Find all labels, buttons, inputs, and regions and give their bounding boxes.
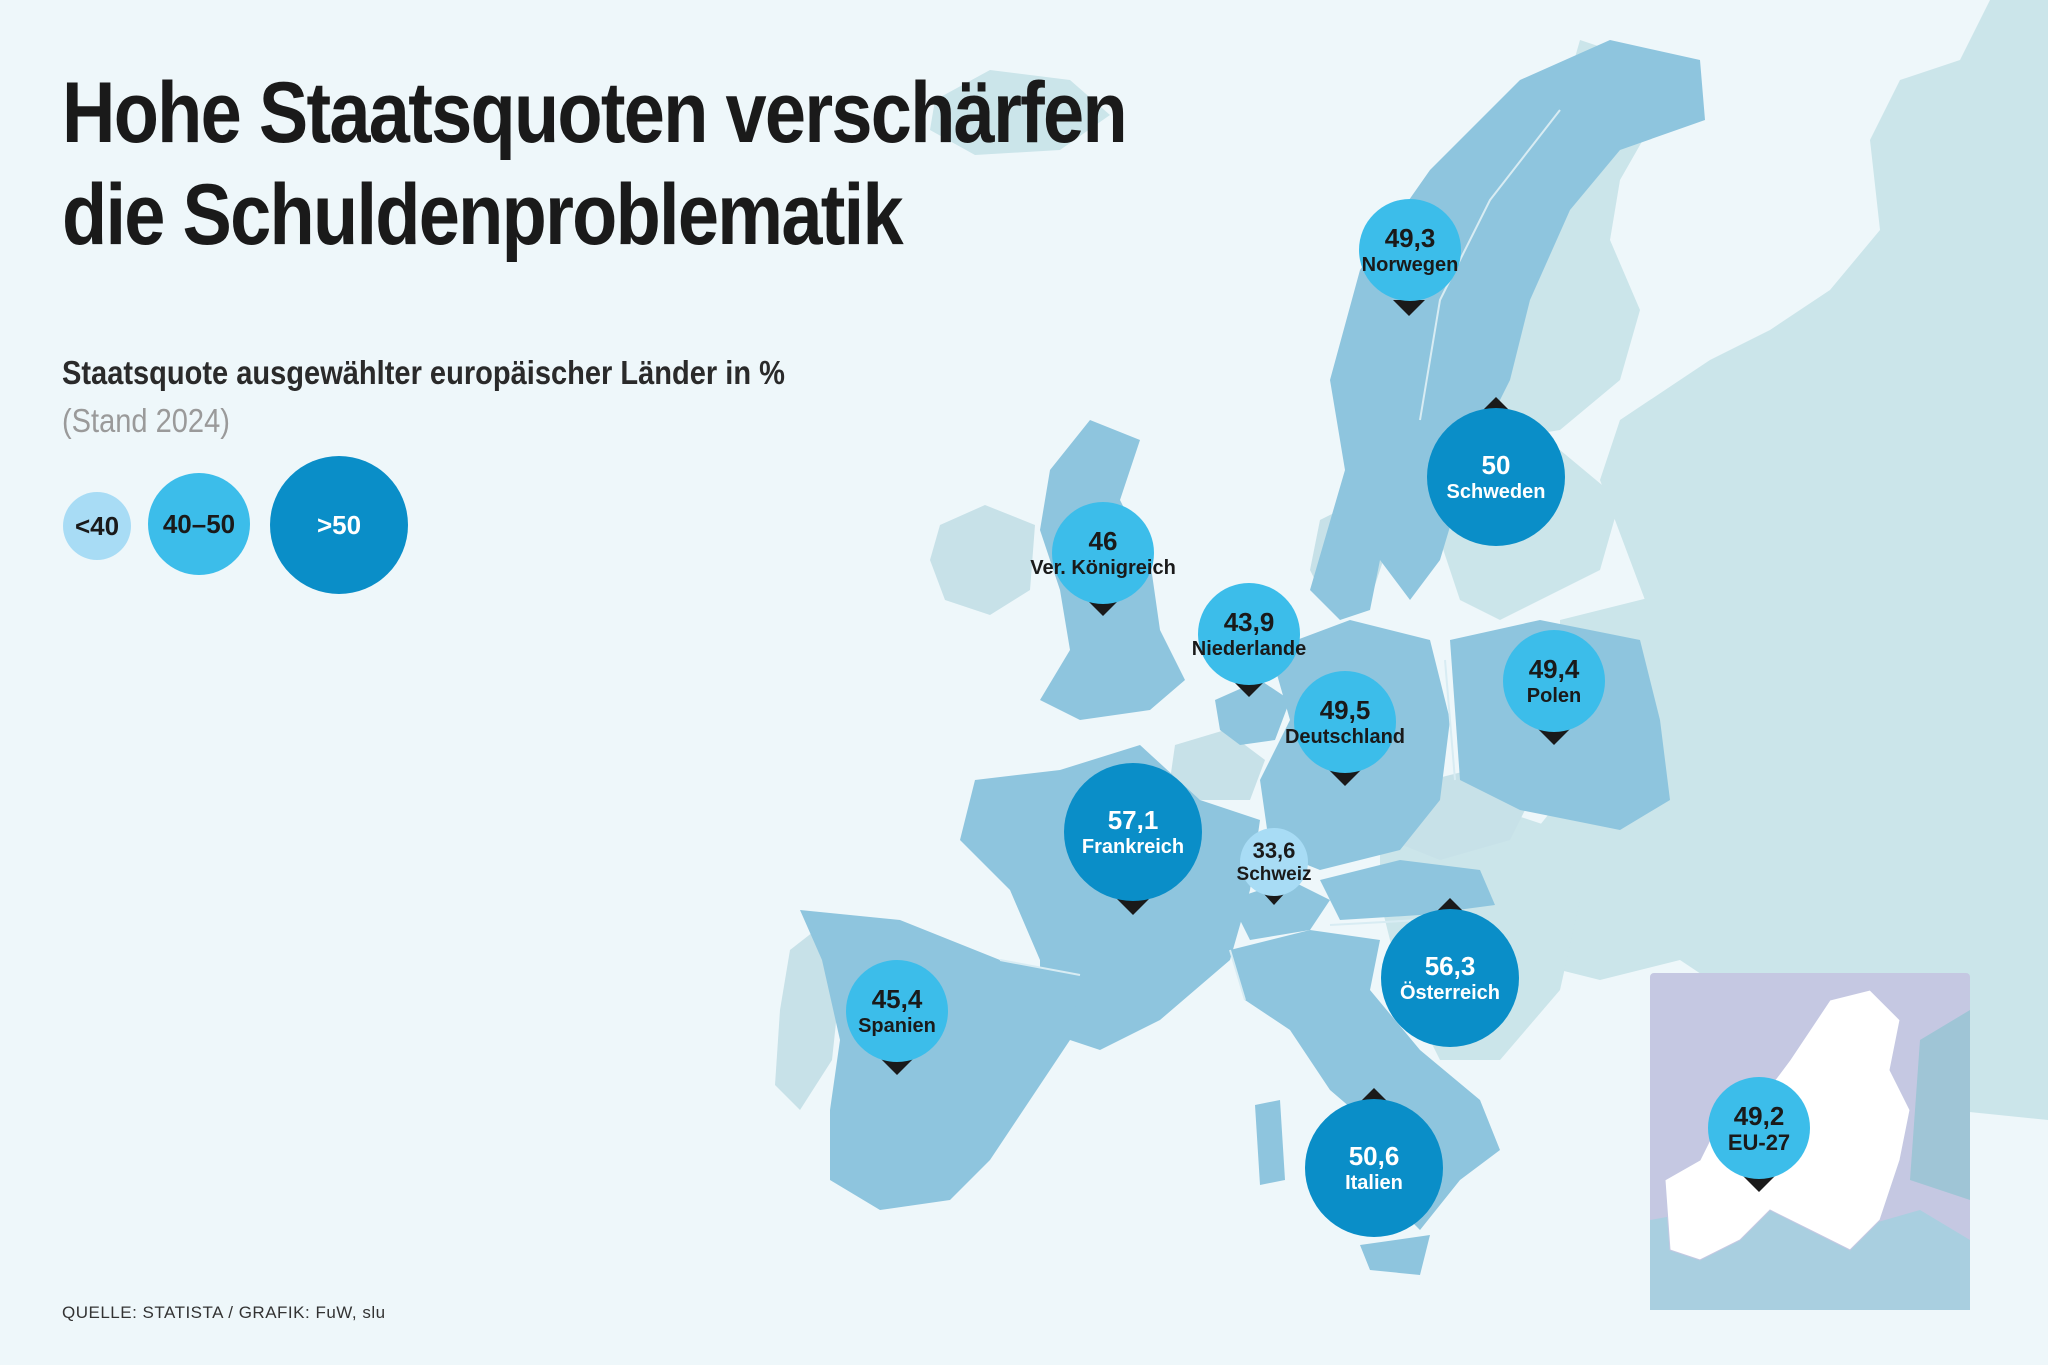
value-schweden: 50: [1481, 450, 1511, 480]
border-france-spain: [999, 959, 1081, 976]
land-sardinia: [1255, 1100, 1285, 1185]
legend-over-50: >50: [270, 456, 408, 594]
eu-inset-map: [1650, 973, 1970, 1310]
marker-ver-koenigreich: 46 Ver. Königreich: [1030, 502, 1176, 604]
label-schweden: Schweden: [1446, 481, 1546, 503]
land-scandinavia: [1310, 40, 1705, 620]
label-oesterreich: Österreich: [1399, 982, 1501, 1004]
marker-pointer-niederlande: [1233, 681, 1265, 697]
marker-pointer-polen: [1538, 729, 1570, 745]
marker-pointer-ver-koenigreich: [1087, 600, 1119, 616]
label-frankreich: Frankreich: [1081, 836, 1185, 858]
land-switzerland: [1230, 880, 1330, 940]
map-subtitle: Staatsquote ausgewählter europäischer Lä…: [62, 354, 785, 391]
marker-eu27: 49,2 EU-27: [1708, 1077, 1810, 1179]
marker-pointer-norwegen: [1393, 300, 1425, 316]
border-france-italy: [1229, 949, 1246, 1001]
label-niederlande: Niederlande: [1191, 638, 1307, 660]
marker-oesterreich: 56,3 Österreich: [1381, 909, 1519, 1047]
title-line-2: die Schuldenproblematik: [62, 167, 904, 263]
marker-spanien: 45,4 Spanien: [846, 960, 948, 1062]
border-germany-poland: [1444, 659, 1456, 781]
label-italien: Italien: [1345, 1172, 1403, 1194]
value-italien: 50,6: [1348, 1141, 1400, 1171]
source-credit: QUELLE: STATISTA / GRAFIK: FuW, slu: [62, 1303, 386, 1322]
label-spanien: Spanien: [858, 1015, 936, 1037]
land-eastern-europe: [1500, 0, 2048, 1120]
value-deutschland: 49,5: [1319, 695, 1371, 725]
label-schweiz: Schweiz: [1236, 864, 1312, 885]
value-norwegen: 49,3: [1384, 223, 1436, 253]
marker-pointer-schweiz: [1264, 894, 1284, 905]
marker-pointer-deutschland: [1329, 770, 1361, 786]
label-norwegen: Norwegen: [1361, 254, 1459, 276]
legend-under-40: <40: [63, 492, 131, 560]
land-ireland: [930, 505, 1035, 615]
marker-schweden: 50 Schweden: [1427, 408, 1565, 546]
land-belgium: [1170, 730, 1265, 800]
label-ver-koenigreich: Ver. Königreich: [1030, 557, 1176, 579]
marker-niederlande: 43,9 Niederlande: [1192, 583, 1306, 685]
marker-pointer-spanien: [881, 1059, 913, 1075]
land-iceland: [930, 70, 1110, 155]
legend-40-50: 40–50: [148, 473, 250, 575]
value-eu27: 49,2: [1733, 1101, 1785, 1131]
marker-frankreich: 57,1 Frankreich: [1064, 763, 1202, 901]
value-oesterreich: 56,3: [1424, 951, 1476, 981]
label-eu27: EU-27: [1727, 1130, 1791, 1155]
marker-italien: 50,6 Italien: [1305, 1099, 1443, 1237]
value-schweiz: 33,6: [1252, 838, 1296, 863]
legend-over-50-label: >50: [316, 509, 362, 540]
value-ver-koenigreich: 46: [1088, 526, 1118, 556]
marker-norwegen: 49,3 Norwegen: [1359, 199, 1461, 301]
value-spanien: 45,4: [871, 984, 923, 1014]
value-polen: 49,4: [1528, 654, 1580, 684]
marker-pointer-eu27: [1743, 1176, 1775, 1192]
legend-40-50-label: 40–50: [162, 508, 236, 539]
marker-schweiz: 33,6 Schweiz: [1237, 828, 1312, 896]
inset-non-eu: [1910, 1010, 1970, 1200]
value-frankreich: 57,1: [1107, 805, 1159, 835]
marker-polen: 49,4 Polen: [1503, 630, 1605, 732]
label-deutschland: Deutschland: [1284, 726, 1406, 748]
page-title: Hohe Staatsquoten verschärfen die Schuld…: [62, 62, 1128, 266]
label-polen: Polen: [1526, 685, 1582, 707]
marker-deutschland: 49,5 Deutschland: [1285, 671, 1405, 773]
border-austria-italy: [1329, 919, 1421, 926]
border-norway-sweden: [1419, 109, 1561, 421]
title-line-1: Hohe Staatsquoten verschärfen: [62, 65, 1128, 161]
legend-under-40-label: <40: [74, 510, 120, 541]
land-sicily: [1360, 1235, 1430, 1275]
value-niederlande: 43,9: [1223, 607, 1275, 637]
data-date: (Stand 2024): [62, 402, 230, 439]
land-portugal: [775, 925, 840, 1110]
